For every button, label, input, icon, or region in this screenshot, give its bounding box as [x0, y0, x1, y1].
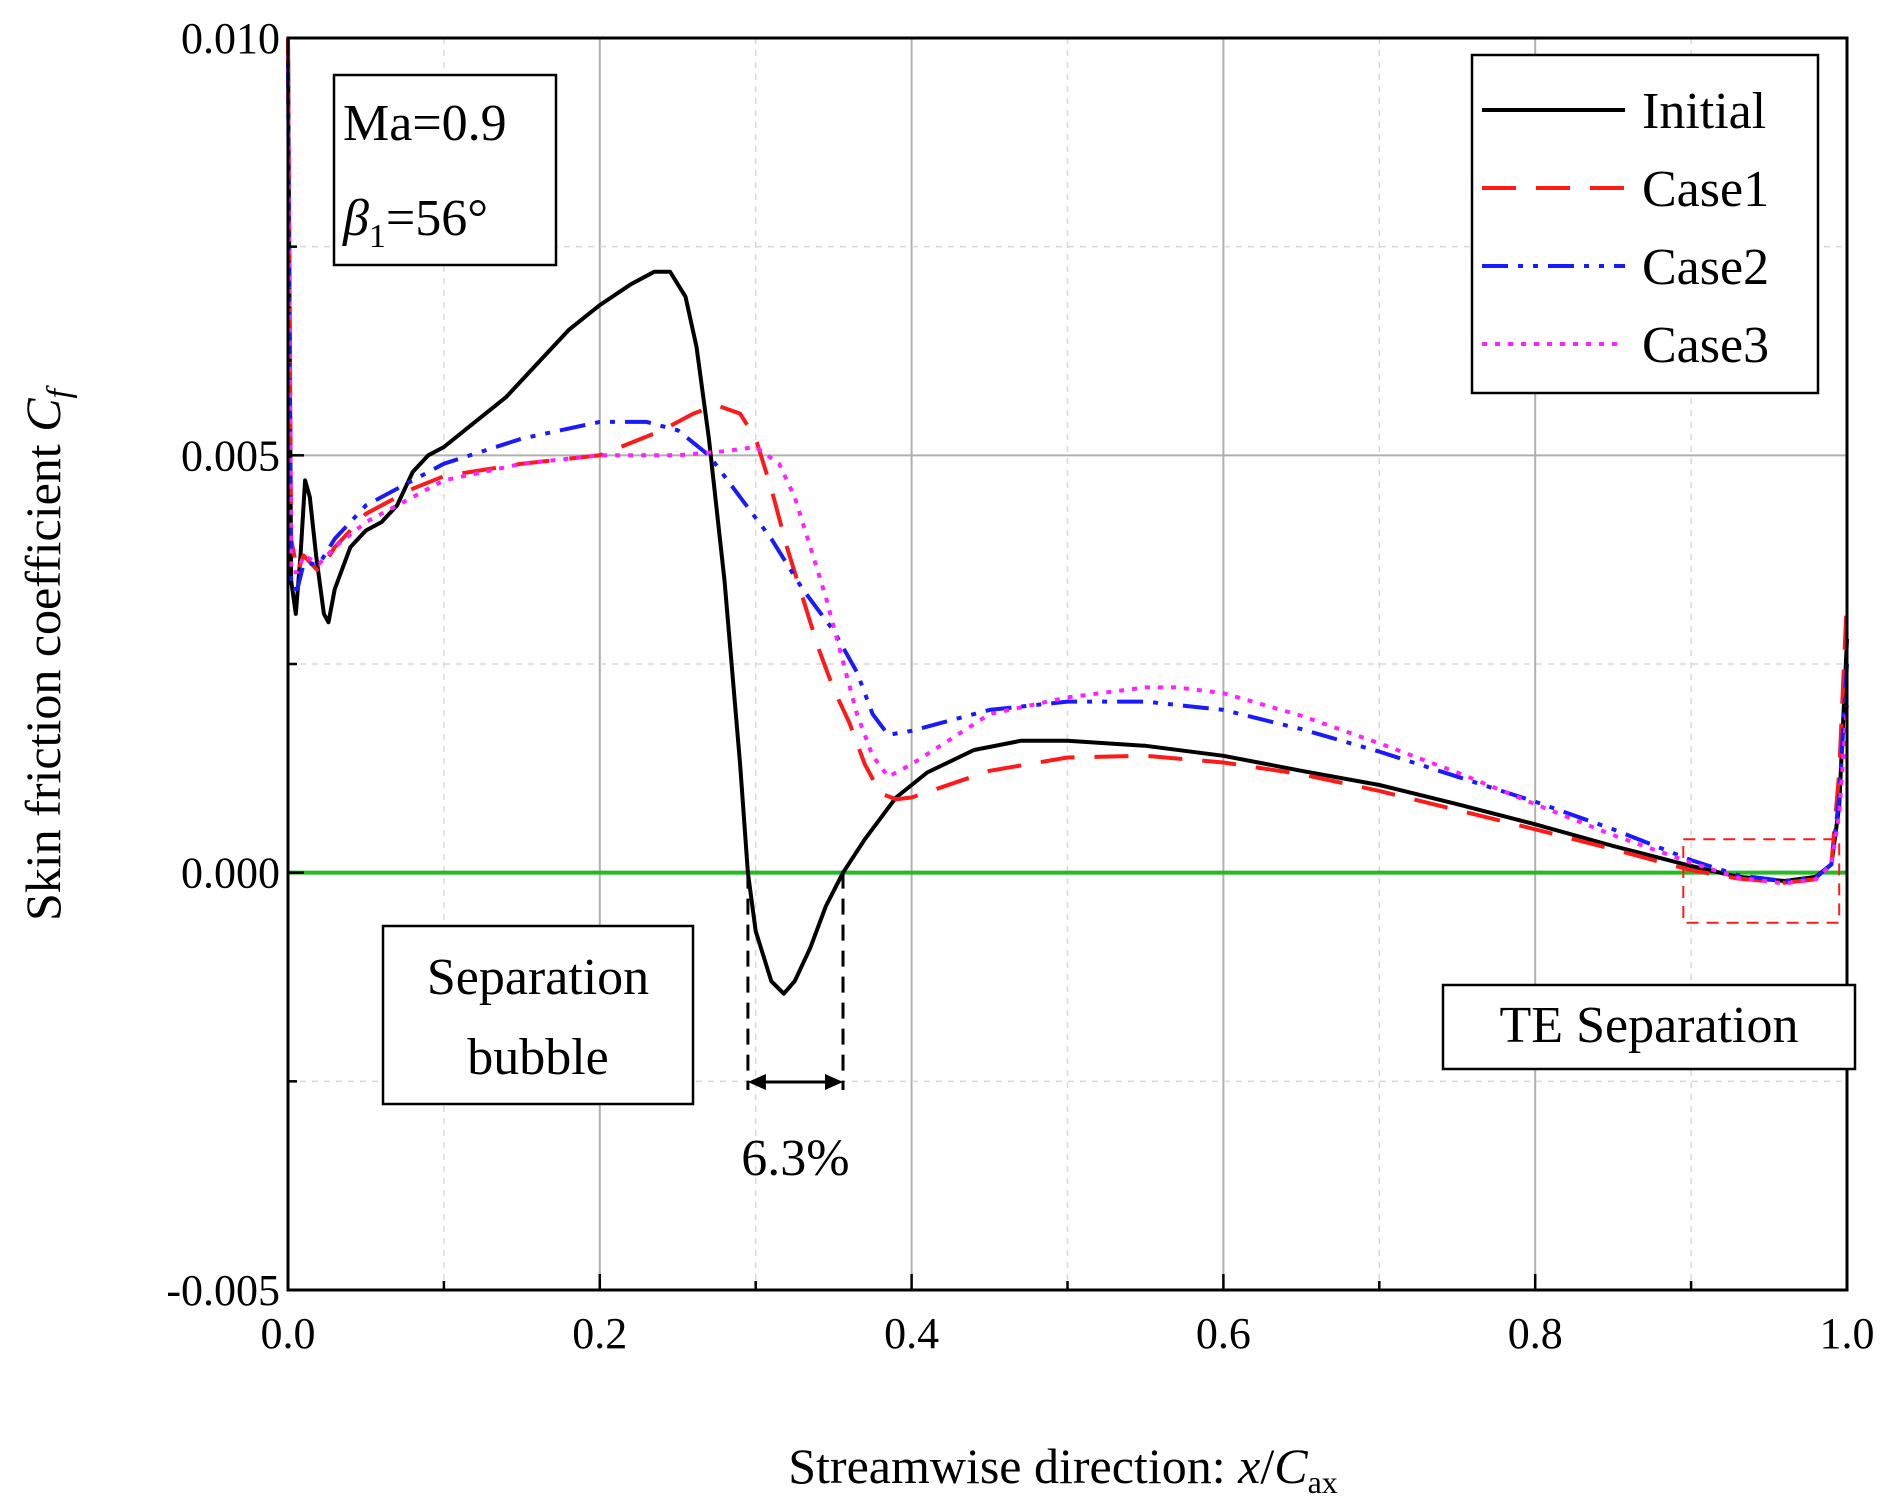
legend-label-case1: Case1 — [1642, 161, 1769, 218]
bubble-arrowhead-right — [825, 1074, 844, 1090]
legend: Initial Case1 Case2 Case3 — [1470, 53, 1820, 395]
series-line-case1 — [286, 37, 1849, 885]
axis-tick-labels: 0.0 0.2 0.4 0.6 0.8 1.0 -0.005 0.000 0.005 0.010 — [166, 14, 1874, 1358]
x-tick-label: 0.4 — [884, 1309, 939, 1358]
separation-bubble-line2: bubble — [467, 1029, 609, 1086]
series-line-case3 — [286, 54, 1849, 886]
x-axis-title: Streamwise direction: x/Cax — [788, 1438, 1338, 1500]
separation-bubble-line1: Separation — [427, 949, 649, 1006]
x-tick-label: 0.2 — [572, 1309, 627, 1358]
x-tick-label: 1.0 — [1820, 1309, 1875, 1358]
axis-ticks — [286, 36, 1849, 1292]
separation-bubble-callout: Separation bubble — [381, 924, 695, 1106]
legend-items: Initial Case1 Case2 Case3 — [1482, 83, 1769, 374]
bubble-extent-markers — [746, 872, 845, 1090]
series-line-initial — [286, 37, 1849, 996]
legend-label-case3: Case3 — [1642, 317, 1769, 374]
x-tick-label: 0.0 — [261, 1309, 316, 1358]
inlet-angle-label: β1=56° — [342, 190, 488, 255]
series-lines — [286, 37, 1849, 996]
y-tick-label: -0.005 — [166, 1266, 280, 1315]
te-separation-label: TE Separation — [1500, 997, 1799, 1054]
y-axis-title: Skin friction coefficient Cf — [15, 384, 78, 921]
x-tick-label: 0.8 — [1508, 1309, 1563, 1358]
bubble-length-label: 6.3% — [741, 1130, 849, 1187]
bubble-arrowhead-left — [747, 1074, 766, 1090]
te-separation-callout: TE Separation — [1441, 983, 1857, 1071]
y-tick-label: 0.000 — [181, 849, 280, 898]
legend-label-initial: Initial — [1642, 83, 1766, 140]
y-tick-label: 0.005 — [181, 431, 280, 480]
mach-number-label: Ma=0.9 — [343, 95, 507, 152]
condition-box: Ma=0.9 β1=56° — [332, 73, 558, 267]
y-tick-label: 0.010 — [181, 14, 280, 63]
x-tick-label: 0.6 — [1196, 1309, 1251, 1358]
legend-label-case2: Case2 — [1642, 239, 1769, 296]
